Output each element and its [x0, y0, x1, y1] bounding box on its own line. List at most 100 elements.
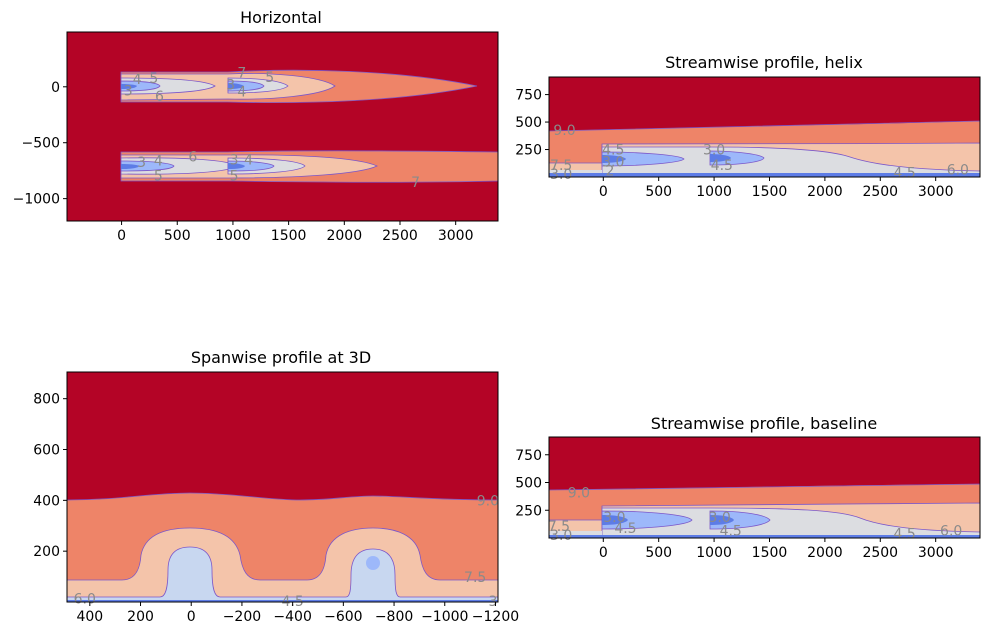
spanwise-panel: Spanwise profile at 3D 9.07.56.0 4.5 3 400… — [33, 348, 519, 625]
x-tick-label: 2500 — [862, 184, 898, 200]
x-tick-label: 200 — [127, 609, 154, 625]
contour-level-label: 4.5 — [711, 158, 733, 174]
x-tick-label: 0 — [599, 545, 608, 561]
contour-level-label: 3.0 — [550, 528, 572, 544]
contour-level-label: 4 — [133, 72, 142, 88]
spanwise-title: Spanwise profile at 3D — [191, 348, 371, 367]
x-tick-label: 500 — [645, 545, 672, 561]
contour-level-label: 3 — [137, 155, 146, 171]
wake-light — [601, 146, 980, 176]
y-tick-label: −1000 — [13, 192, 60, 208]
y-tick-label: 500 — [515, 476, 542, 492]
contour-level-label: 5 — [230, 168, 239, 184]
y-tick-label: 800 — [33, 392, 60, 408]
y-tick-label: 500 — [515, 115, 542, 131]
x-tick-label: 1500 — [271, 228, 307, 244]
core-left — [67, 546, 498, 602]
x-tick-label: 2500 — [862, 545, 898, 561]
contour-level-label: 9.0 — [477, 494, 499, 510]
x-tick-label: 500 — [164, 228, 191, 244]
wake-core-2 — [710, 515, 734, 525]
x-tick-label: 1000 — [696, 545, 732, 561]
field-high — [67, 32, 498, 221]
contour-level-label: 5 — [265, 70, 274, 86]
y-tick-label: 400 — [33, 493, 60, 509]
horizontal-title: Horizontal — [240, 8, 322, 27]
x-tick-label: 1500 — [752, 184, 788, 200]
contour-level-label: 6.0 — [940, 523, 962, 539]
baseline-contour-labels: 9.07.53.03.04.53.04.5 4.5 6.0 — [548, 486, 962, 544]
near-ground-light — [549, 170, 602, 173]
wake-core-2 — [710, 154, 731, 162]
contour-level-label: 7.5 — [550, 158, 572, 174]
x-tick-label: −1200 — [472, 609, 519, 625]
wake-upper-core-1 — [121, 84, 137, 89]
horizontal-frame — [66, 31, 499, 222]
x-tick-label: 0 — [599, 184, 608, 200]
contour-level-label: 4 — [244, 153, 253, 169]
x-tick-label: 3000 — [918, 545, 954, 561]
x-tick-label: 1000 — [696, 184, 732, 200]
x-tick-label: 2000 — [326, 228, 362, 244]
contour-level-label: 3.0 — [708, 510, 730, 526]
x-tick-label: 3000 — [438, 228, 474, 244]
x-tick-label: 500 — [645, 184, 672, 200]
baseline-frame — [548, 436, 981, 539]
horizontal-contours — [67, 32, 498, 221]
helix-contour-labels: 9.07.53.04.53.02 4.53.04.5 6.0 — [550, 123, 969, 183]
y-tick-label: 750 — [515, 88, 542, 104]
contour-level-label: 4.5 — [614, 521, 636, 537]
horizontal-contour-labels: 4 53 67 53 43 4 653 45 7 — [124, 65, 420, 191]
x-tick-label: 1500 — [752, 545, 788, 561]
wake-lower-low-2 — [227, 160, 275, 172]
wake-core-1 — [602, 155, 626, 163]
contour-level-label: 4.5 — [894, 166, 916, 182]
contour-level-label: 3 — [230, 153, 239, 169]
contour-level-label: 4.5 — [720, 523, 742, 539]
contour-level-label: 4 — [237, 84, 246, 100]
x-tick-label: 0 — [187, 609, 196, 625]
contour-level-label: 4 — [154, 154, 163, 170]
vortex-core — [366, 556, 380, 570]
wake-low-1 — [601, 151, 685, 167]
wake-upper-core-2 — [228, 83, 244, 89]
wake-core-1 — [602, 515, 628, 525]
x-tick-label: 2500 — [382, 228, 418, 244]
wake-low-1 — [601, 510, 693, 530]
contour-level-label: 4.5 — [602, 143, 624, 159]
spanwise-axis-ticks: 400 200 0 −200 −400 −600 −800 −1000 −1200 200 400 6… — [33, 392, 519, 625]
x-tick-label: −200 — [223, 609, 261, 625]
baseline-panel: Streamwise profile, baseline 9.07.53.03.… — [515, 414, 981, 561]
contour-level-label: 3.0 — [603, 510, 625, 526]
contour-level-label: 3 — [124, 83, 133, 99]
x-tick-label: 0 — [117, 228, 126, 244]
wake-lower-core-2 — [228, 163, 245, 169]
x-tick-label: −1000 — [421, 609, 468, 625]
x-tick-label: 400 — [76, 609, 103, 625]
contour-level-label: 9.0 — [553, 123, 575, 139]
baseline-contours — [549, 437, 980, 538]
contour-level-label: 9.0 — [568, 486, 590, 502]
wake-upper-low-1 — [120, 80, 161, 92]
wake-lower-low-1 — [120, 160, 175, 172]
helix-title: Streamwise profile, helix — [665, 53, 863, 72]
contour-level-label: 3 — [226, 78, 235, 94]
horizontal-axis-ticks: 0 500 1000 1500 2000 2500 3000 0 −500 −1000 — [13, 80, 474, 244]
contour-level-label: 6.0 — [74, 591, 96, 607]
contour-level-label: 7.5 — [548, 519, 570, 535]
helix-contours — [549, 77, 980, 177]
contour-level-label: 6.0 — [947, 162, 969, 178]
x-tick-label: −800 — [375, 609, 413, 625]
contour-level-label: 5 — [154, 168, 163, 184]
wake-low-2 — [709, 510, 771, 530]
contour-level-label: 6 — [188, 149, 197, 165]
contour-level-label: 7 — [411, 175, 420, 191]
contour-level-label: 3.0 — [703, 143, 725, 159]
x-tick-label: 3000 — [918, 184, 954, 200]
contour-level-label: 7.5 — [464, 570, 486, 586]
wake-low-2 — [709, 150, 765, 166]
y-tick-label: 750 — [515, 448, 542, 464]
ground-band — [549, 535, 980, 538]
contour-level-label: 6 — [155, 89, 164, 105]
